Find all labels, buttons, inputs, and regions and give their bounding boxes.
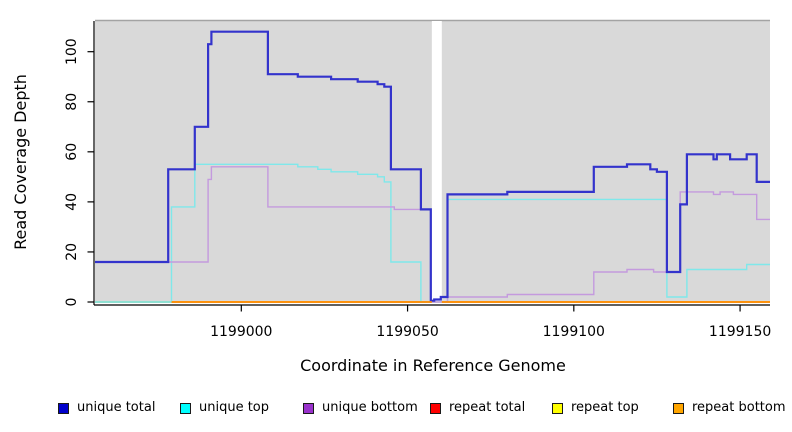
legend-swatch xyxy=(180,402,191,414)
x-axis-title: Coordinate in Reference Genome xyxy=(300,356,566,375)
x-axis-tick-label: 1199000 xyxy=(210,324,272,340)
legend-label: repeat total xyxy=(449,400,526,415)
legend-swatch xyxy=(303,402,314,414)
x-axis-tick-label: 1199100 xyxy=(543,324,605,340)
y-axis-tick-label: 80 xyxy=(64,93,80,111)
legend-label: unique total xyxy=(77,400,156,415)
legend-item-repeat-bottom: repeat bottom xyxy=(673,401,786,415)
series-unique-top-line xyxy=(95,163,770,303)
y-axis-title: Read Coverage Depth xyxy=(11,74,30,250)
legend-label: unique bottom xyxy=(322,400,418,415)
y-axis-tick-label: 0 xyxy=(64,298,80,307)
legend-label: unique top xyxy=(199,400,270,415)
y-axis-tick-label: 40 xyxy=(64,193,80,211)
legend-swatch xyxy=(430,402,441,414)
legend-label: repeat top xyxy=(571,400,639,415)
legend-swatch xyxy=(673,402,684,414)
x-axis-tick-label: 1199050 xyxy=(376,324,438,340)
legend-swatch xyxy=(58,402,69,414)
legend-label: repeat bottom xyxy=(692,400,786,415)
legend-item-repeat-top: repeat top xyxy=(552,401,639,415)
y-axis-tick-label: 100 xyxy=(64,38,80,65)
legend-item-repeat-total: repeat total xyxy=(430,401,525,415)
series-unique-bottom-line xyxy=(95,166,770,303)
legend-item-unique-top: unique top xyxy=(180,401,269,415)
legend-swatch xyxy=(552,402,563,414)
y-axis-tick-label: 20 xyxy=(64,243,80,261)
y-axis-tick-label: 60 xyxy=(64,143,80,161)
series-unique-total-line xyxy=(95,30,770,302)
masked-region-band xyxy=(431,21,442,303)
legend-item-unique-total: unique total xyxy=(58,401,155,415)
legend-item-unique-bottom: unique bottom xyxy=(303,401,418,415)
x-axis-tick-label: 1199150 xyxy=(709,324,771,340)
